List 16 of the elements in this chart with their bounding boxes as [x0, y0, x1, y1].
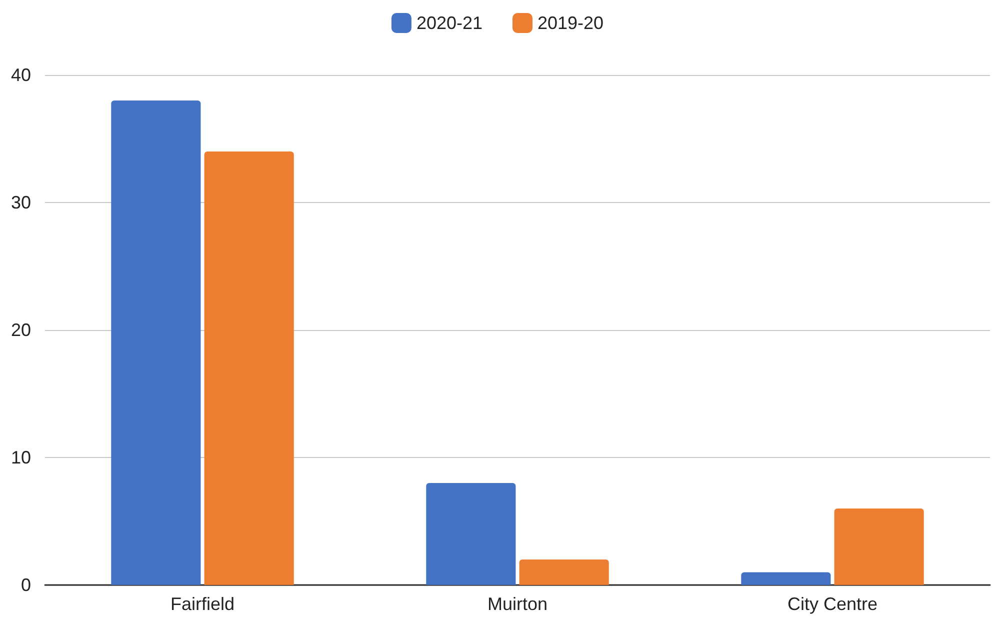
x-tick-label: City Centre	[787, 594, 878, 614]
bar	[741, 572, 831, 585]
x-tick-label: Muirton	[487, 594, 548, 614]
bar	[111, 100, 201, 585]
y-tick-label: 40	[10, 65, 31, 85]
bar	[426, 483, 516, 585]
bar	[519, 560, 609, 585]
y-tick-label: 0	[20, 575, 31, 595]
bar	[204, 152, 294, 585]
legend-label: 2020-21	[416, 13, 483, 33]
y-tick-label: 30	[10, 192, 31, 212]
y-tick-label: 10	[10, 448, 31, 468]
x-tick-label: Fairfield	[170, 594, 235, 614]
legend-label: 2019-20	[538, 13, 604, 33]
y-tick-label: 20	[10, 320, 31, 340]
bar	[834, 508, 924, 585]
